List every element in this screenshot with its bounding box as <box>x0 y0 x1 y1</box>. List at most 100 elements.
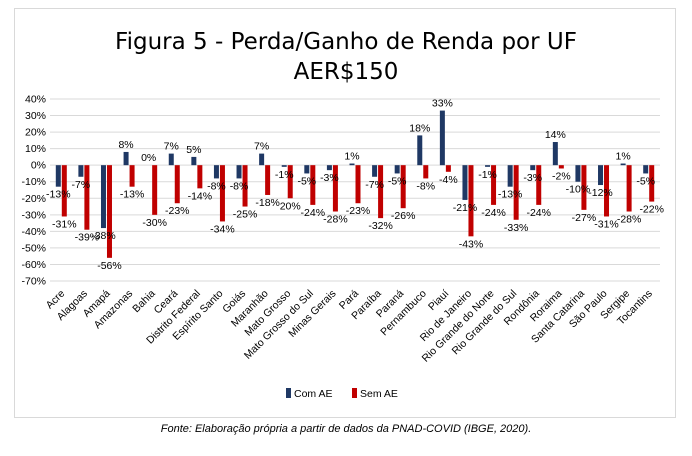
bar-sem-ae <box>106 165 112 258</box>
bar-sem-ae <box>310 165 316 205</box>
bar-com-ae <box>575 165 581 182</box>
data-label-sem-ae: -4% <box>439 174 458 186</box>
bar-sem-ae <box>265 165 271 195</box>
bar-sem-ae <box>536 165 542 205</box>
bar-sem-ae <box>468 165 474 237</box>
bar-com-ae <box>191 156 197 166</box>
data-label-com-ae: -5% <box>636 175 655 187</box>
bar-sem-ae <box>61 165 67 217</box>
bar-com-ae <box>620 163 626 166</box>
bar-com-ae <box>439 110 445 166</box>
bar-com-ae <box>552 142 558 166</box>
bar-sem-ae <box>445 165 451 172</box>
bar-sem-ae <box>400 165 406 209</box>
data-label-com-ae: -38% <box>91 230 116 242</box>
legend-swatch-com-ae <box>286 388 291 398</box>
bar-com-ae <box>598 165 604 186</box>
bar-sem-ae <box>152 165 158 215</box>
data-label-com-ae: -8% <box>207 180 226 192</box>
data-label-sem-ae: -13% <box>120 189 145 201</box>
y-tick-label: 40% <box>25 94 46 106</box>
data-label-com-ae: 7% <box>254 141 269 153</box>
bar-com-ae <box>259 153 265 166</box>
legend-label-sem-ae: Sem AE <box>360 388 398 400</box>
y-tick-label: -50% <box>21 242 46 254</box>
data-label-sem-ae: -24% <box>301 207 326 219</box>
bar-com-ae <box>349 163 355 166</box>
data-label-sem-ae: -34% <box>210 223 235 235</box>
data-label-sem-ae: -24% <box>526 207 551 219</box>
y-tick-label: -60% <box>21 259 46 271</box>
data-label-com-ae: -13% <box>498 189 523 201</box>
data-label-sem-ae: -27% <box>572 212 597 224</box>
data-label-sem-ae: -33% <box>504 222 529 234</box>
bar-com-ae <box>78 165 84 177</box>
data-label-sem-ae: -22% <box>639 204 664 216</box>
bar-com-ae <box>372 165 378 177</box>
bar-com-ae <box>281 165 287 167</box>
y-tick-label: 0% <box>31 160 46 172</box>
bar-com-ae <box>417 135 423 166</box>
data-label-com-ae: -7% <box>365 179 384 191</box>
y-tick-label: -10% <box>21 176 46 188</box>
data-label-sem-ae: -43% <box>459 238 484 250</box>
bar-sem-ae <box>581 165 587 210</box>
data-label-sem-ae: -8% <box>416 180 435 192</box>
chart-subtitle: AER$150 <box>293 59 399 85</box>
bar-com-ae <box>485 165 491 167</box>
data-label-sem-ae: -24% <box>481 207 506 219</box>
bar-chart: 40% 30% 20% 10% 0% -10% -20% -30% -40% -50% -60% -7… <box>21 94 664 401</box>
bar-com-ae <box>462 165 468 200</box>
bar-com-ae <box>236 165 242 179</box>
y-tick-label: -40% <box>21 226 46 238</box>
data-label-com-ae: 33% <box>432 98 453 110</box>
data-label-com-ae: -7% <box>72 179 91 191</box>
data-label-com-ae: -3% <box>523 172 542 184</box>
data-label-com-ae: 7% <box>164 141 179 153</box>
bar-sem-ae <box>491 165 497 205</box>
data-label-com-ae: 14% <box>545 129 566 141</box>
data-label-com-ae: 0% <box>141 152 156 164</box>
data-label-sem-ae: -32% <box>368 220 393 232</box>
bar-sem-ae <box>649 165 655 202</box>
bar-sem-ae <box>378 165 384 219</box>
bar-sem-ae <box>174 165 180 204</box>
bar-sem-ae <box>287 165 293 199</box>
data-label-sem-ae: -26% <box>391 210 416 222</box>
data-label-sem-ae: -23% <box>346 205 371 217</box>
data-label-sem-ae: -30% <box>142 217 167 229</box>
data-label-sem-ae: -2% <box>552 170 571 182</box>
data-label-com-ae: -10% <box>566 184 591 196</box>
bar-sem-ae <box>355 165 361 204</box>
data-label-sem-ae: -39% <box>75 232 100 244</box>
bar-com-ae <box>326 165 332 171</box>
chart-title: Figura 5 - Perda/Ganho de Renda por UF <box>115 29 577 55</box>
data-label-sem-ae: -56% <box>97 260 122 272</box>
data-label-com-ae: 18% <box>409 122 430 134</box>
bar-sem-ae <box>604 165 610 217</box>
y-tick-label: -30% <box>21 209 46 221</box>
data-label-sem-ae: -18% <box>255 197 280 209</box>
y-tick-label: -70% <box>21 276 46 288</box>
data-label-com-ae: -1% <box>275 169 294 181</box>
y-tick-label: 30% <box>25 110 46 122</box>
bar-com-ae <box>394 165 400 174</box>
bar-sem-ae <box>558 165 564 169</box>
data-label-com-ae: -1% <box>478 169 497 181</box>
data-label-sem-ae: -28% <box>617 214 642 226</box>
data-label-com-ae: -13% <box>46 189 71 201</box>
bar-sem-ae <box>84 165 90 230</box>
data-label-sem-ae: -31% <box>52 218 77 230</box>
data-label-com-ae: -5% <box>388 175 407 187</box>
data-label-com-ae: 5% <box>186 144 201 156</box>
legend-swatch-sem-ae <box>352 388 357 398</box>
data-label-sem-ae: -25% <box>233 209 258 221</box>
data-label-com-ae: 1% <box>344 151 359 163</box>
data-label-sem-ae: -14% <box>188 190 213 202</box>
bar-sem-ae <box>129 165 135 187</box>
data-label-sem-ae: -31% <box>594 218 619 230</box>
bar-com-ae <box>643 165 649 174</box>
bar-sem-ae <box>513 165 519 220</box>
bar-sem-ae <box>423 165 429 179</box>
bar-com-ae <box>123 151 129 166</box>
